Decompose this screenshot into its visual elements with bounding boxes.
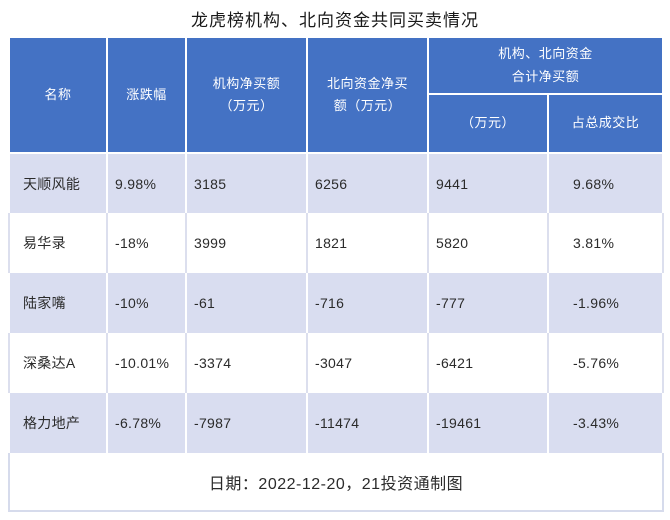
cell-combined-ratio: 9.68% [548, 153, 665, 213]
cell-combined-amount: -19461 [428, 393, 549, 453]
header-cell-name: 名称 [8, 36, 108, 154]
cell-combined-ratio: 3.81% [548, 213, 665, 273]
cell-combined-ratio: -5.76% [548, 333, 665, 393]
header-cell-inst-net-buy: 机构净买额 （万元） [185, 36, 308, 154]
cell-inst-net-buy: -7987 [186, 393, 308, 453]
cell-north-net-buy: 6256 [307, 153, 429, 213]
cell-change: -10.01% [107, 333, 187, 393]
cell-change: -10% [107, 273, 187, 333]
cell-stock-name: 易华录 [8, 213, 108, 273]
cell-north-net-buy: -716 [307, 273, 429, 333]
cell-north-net-buy: -11474 [307, 393, 429, 453]
cell-combined-amount: 9441 [428, 153, 549, 213]
cell-inst-net-buy: 3185 [186, 153, 308, 213]
cell-stock-name: 天顺风能 [8, 153, 108, 213]
header-cell-combined-ratio: 占总成交比 [546, 93, 665, 154]
header-cell-north-net-buy: 北向资金净买 额（万元） [306, 36, 429, 154]
cell-inst-net-buy: -61 [186, 273, 308, 333]
cell-inst-net-buy: -3374 [186, 333, 308, 393]
header-cell-combined-group: 机构、北向资金 合计净买额 [426, 36, 665, 95]
cell-inst-net-buy: 3999 [186, 213, 308, 273]
cell-stock-name: 格力地产 [8, 393, 108, 453]
dragon-tiger-table: 名称 涨跌幅 机构净买额 （万元） 北向资金净买 额（万元） 机构、北向资金 合… [7, 36, 665, 512]
table-footer-note: 日期：2022-12-20，21投资通制图 [7, 453, 665, 512]
cell-stock-name: 陆家嘴 [8, 273, 108, 333]
cell-combined-ratio: -3.43% [548, 393, 665, 453]
cell-combined-amount: -777 [428, 273, 549, 333]
cell-combined-amount: -6421 [428, 333, 549, 393]
cell-change: -18% [107, 213, 187, 273]
header-cell-combined-amount: （万元） [427, 93, 549, 154]
table-row: 天顺风能 9.98% 3185 6256 9441 9.68% [8, 153, 665, 213]
page-title: 龙虎榜机构、北向资金共同买卖情况 [191, 10, 479, 30]
table-row: 深桑达A -10.01% -3374 -3047 -6421 -5.76% [8, 333, 665, 393]
cell-change: -6.78% [107, 393, 187, 453]
cell-change: 9.98% [107, 153, 187, 213]
table-row: 格力地产 -6.78% -7987 -11474 -19461 -3.43% [8, 393, 665, 453]
cell-combined-ratio: -1.96% [548, 273, 665, 333]
cell-north-net-buy: -3047 [307, 333, 429, 393]
table-row: 易华录 -18% 3999 1821 5820 3.81% [8, 213, 665, 273]
table-body: 天顺风能 9.98% 3185 6256 9441 9.68% 易华录 -18%… [7, 153, 665, 512]
cell-stock-name: 深桑达A [8, 333, 108, 393]
table-footer: 日期：2022-12-20，21投资通制图 [7, 453, 665, 512]
cell-north-net-buy: 1821 [307, 213, 429, 273]
cell-combined-amount: 5820 [428, 213, 549, 273]
header-cell-change: 涨跌幅 [106, 36, 187, 154]
table-row: 陆家嘴 -10% -61 -716 -777 -1.96% [8, 273, 665, 333]
table-header: 名称 涨跌幅 机构净买额 （万元） 北向资金净买 额（万元） 机构、北向资金 合… [8, 36, 665, 154]
